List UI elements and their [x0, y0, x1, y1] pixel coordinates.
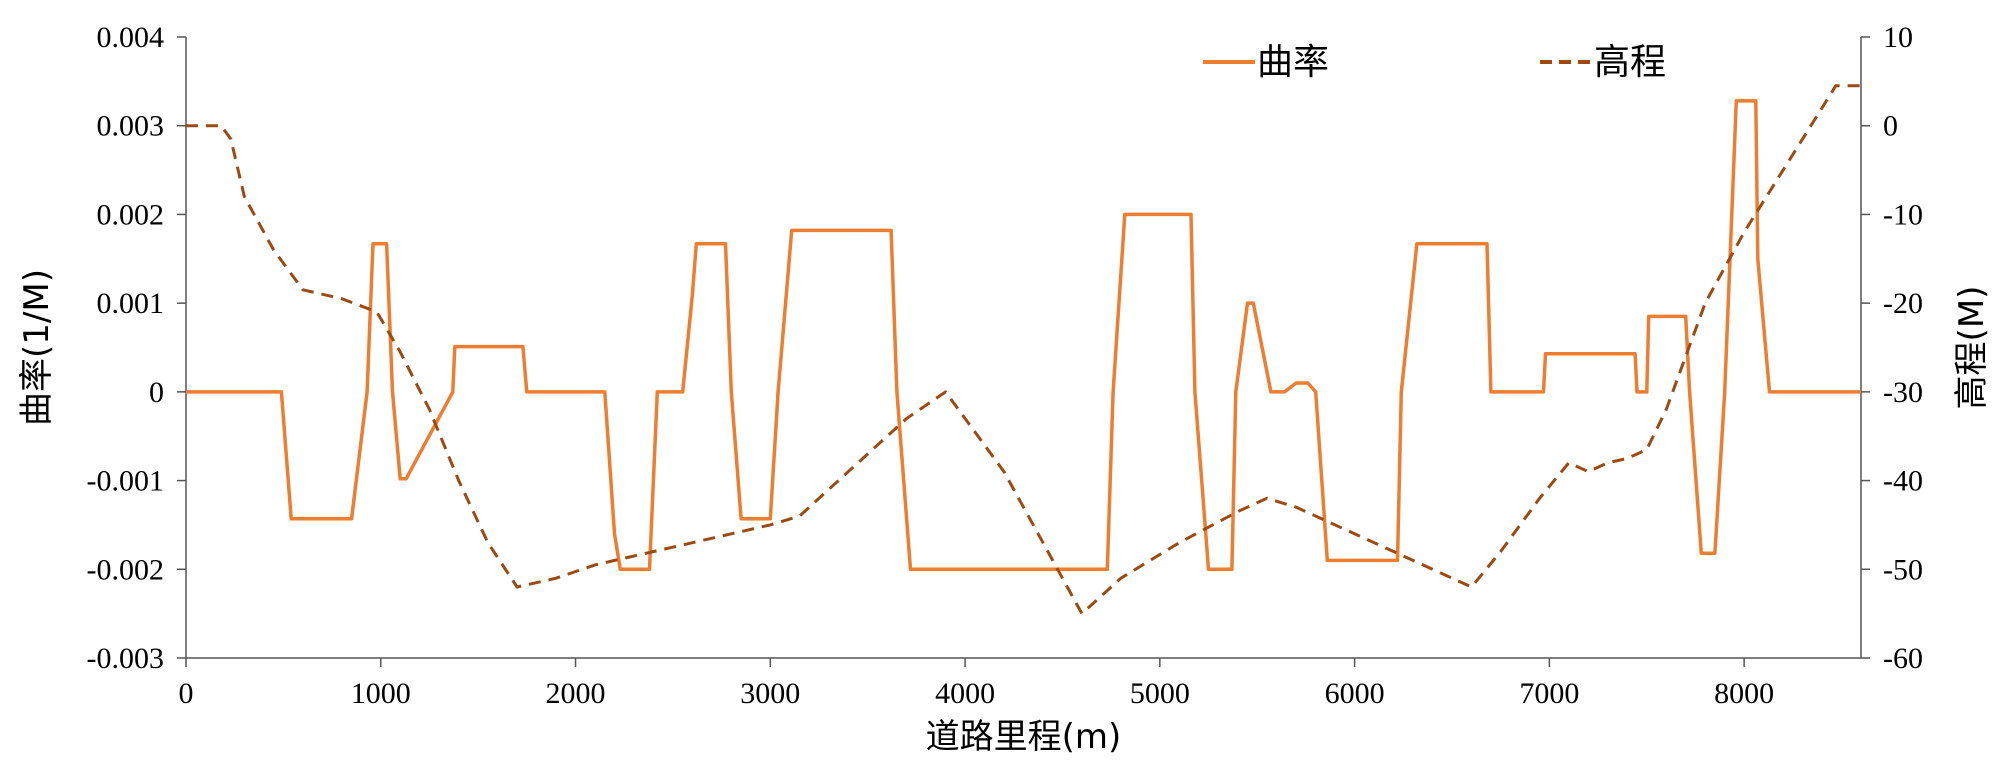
y-left-tick-label: -0.003 — [87, 642, 165, 675]
chart-series — [186, 84, 1861, 616]
x-tick-label: 7000 — [1519, 677, 1579, 710]
series-line-curvature — [186, 99, 1861, 572]
y-right-tick-label: -60 — [1883, 642, 1923, 675]
x-tick-label: 0 — [179, 677, 194, 710]
y-right-tick-label: 10 — [1883, 21, 1913, 54]
x-tick-label: 1000 — [351, 677, 411, 710]
y-axis-left-label: 曲率(1/M) — [17, 269, 57, 426]
y-left-tick-label: 0.002 — [97, 198, 165, 231]
y-right-tick-label: -10 — [1883, 198, 1923, 231]
y-left-tick-label: -0.001 — [87, 465, 165, 498]
x-axis-label: 道路里程(m) — [926, 717, 1122, 757]
y-left-tick-label: -0.002 — [87, 553, 165, 586]
chart-legend: 曲率 高程 — [1203, 42, 1666, 83]
x-tick-label: 5000 — [1130, 677, 1190, 710]
y-left-tick-label: 0.003 — [97, 110, 165, 143]
y-left-tick-label: 0 — [149, 376, 164, 409]
x-tick-label: 3000 — [740, 677, 800, 710]
x-tick-label: 2000 — [546, 677, 606, 710]
y-right-tick-label: 0 — [1883, 110, 1898, 143]
chart-ticks: 0 1000 2000 3000 4000 5000 6000 7000 80000.0040.… — [87, 21, 1924, 710]
y-left-tick-label: 0.001 — [97, 287, 165, 320]
legend-label-curvature: 曲率 — [1257, 42, 1329, 83]
x-tick-label: 6000 — [1325, 677, 1385, 710]
series-line-elevation — [186, 84, 1861, 616]
legend-label-elevation: 高程 — [1594, 42, 1666, 83]
y-right-tick-label: -30 — [1883, 376, 1923, 409]
x-tick-label: 4000 — [935, 677, 995, 710]
y-right-tick-label: -40 — [1883, 465, 1923, 498]
y-right-tick-label: -20 — [1883, 287, 1923, 320]
x-tick-label: 8000 — [1714, 677, 1774, 710]
y-axis-right-label: 高程(M) — [1952, 286, 1992, 410]
y-left-tick-label: 0.004 — [97, 21, 165, 54]
y-right-tick-label: -50 — [1883, 553, 1923, 586]
chart-axes — [185, 37, 1862, 659]
